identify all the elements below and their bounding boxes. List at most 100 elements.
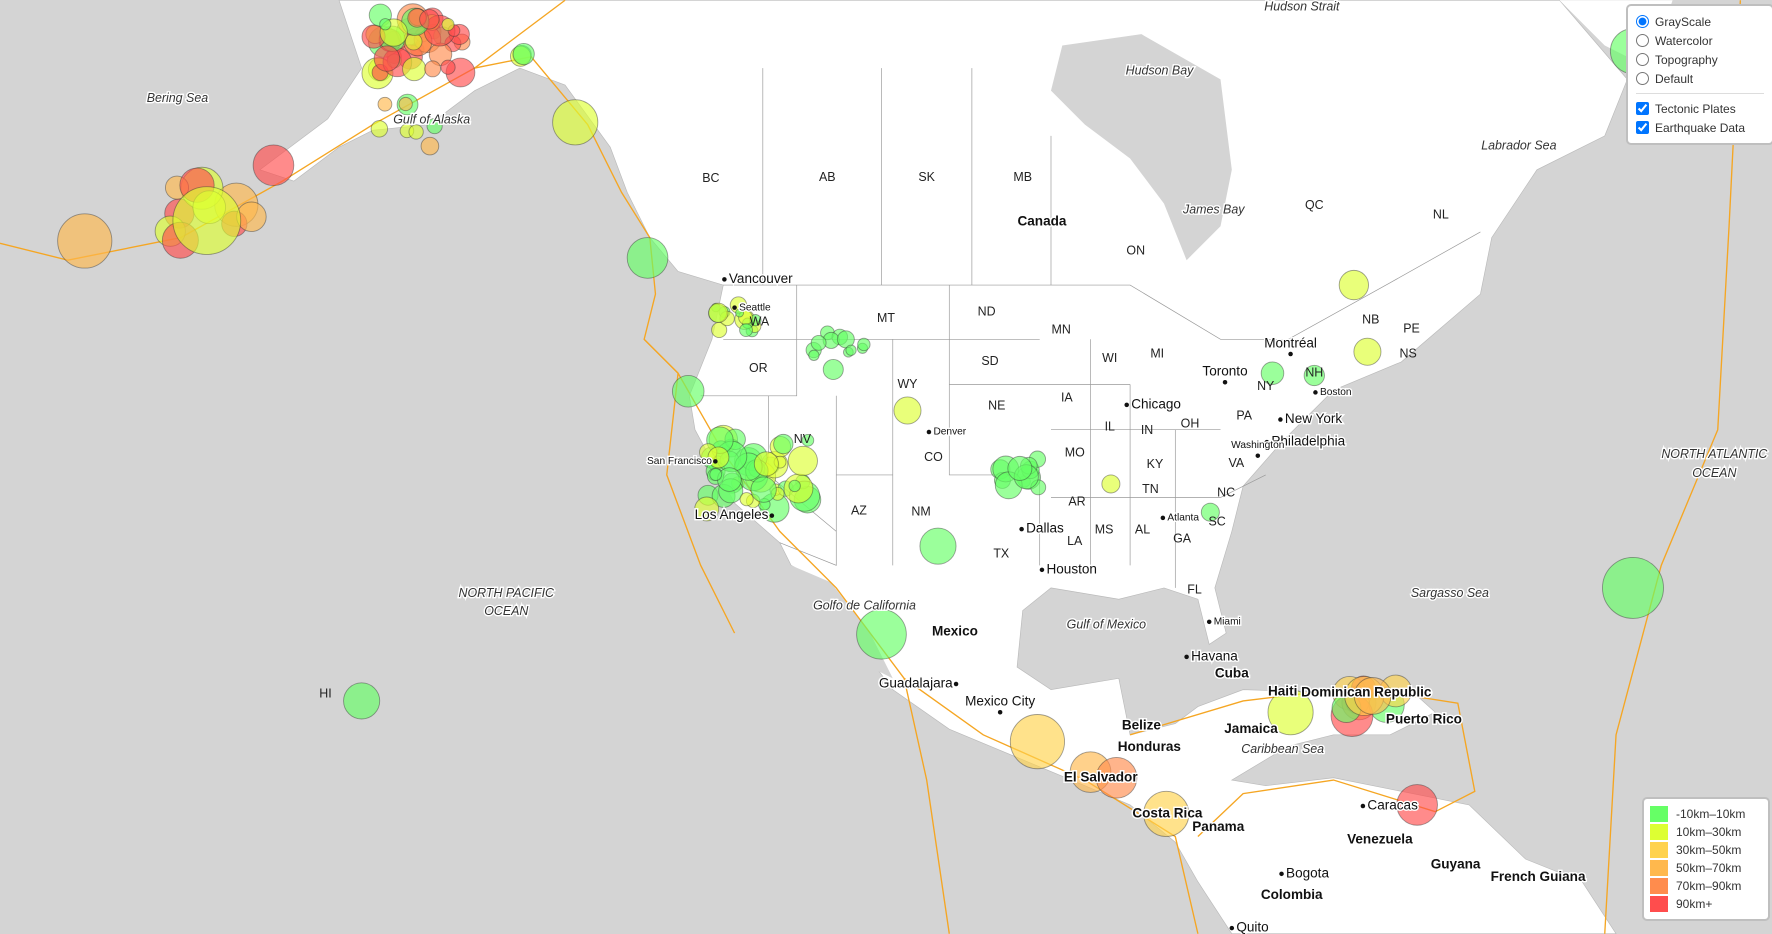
map-labels: Hudson Strait Hudson Bay Bering Sea Gulf of… <box>145 0 1770 934</box>
base-layer-label: Topography <box>1655 52 1718 67</box>
earthquake <box>739 323 753 338</box>
country-label: Panama <box>1192 819 1244 834</box>
city-dot <box>1206 619 1212 625</box>
region-label: KY <box>1147 457 1164 471</box>
checkbox[interactable] <box>1636 121 1649 134</box>
region-label: IL <box>1105 420 1115 434</box>
region-label: LA <box>1067 534 1083 548</box>
base-layer-option[interactable]: Default <box>1636 69 1764 88</box>
earthquake <box>919 527 957 565</box>
region-label: SC <box>1208 515 1225 529</box>
city-dot <box>1264 439 1270 445</box>
city-label: Mexico City <box>965 694 1035 709</box>
earthquake <box>788 479 801 493</box>
city-dot <box>732 305 737 310</box>
base-layer-option[interactable]: Watercolor <box>1636 31 1764 50</box>
region-label: NB <box>1362 312 1379 326</box>
earthquake <box>735 308 744 318</box>
earthquake <box>419 9 440 30</box>
country-label: Jamaica <box>1224 721 1278 736</box>
region-label: MN <box>1052 323 1071 337</box>
base-layer-label: Default <box>1655 71 1694 86</box>
base-layer-label: GrayScale <box>1655 14 1712 29</box>
region-label: NE <box>988 398 1005 412</box>
base-layer-option[interactable]: GrayScale <box>1636 12 1764 31</box>
water-label: Hudson Bay <box>1126 64 1194 78</box>
hudson-bay <box>1050 34 1232 261</box>
city-dot <box>1278 417 1283 422</box>
city-label: Chicago <box>1131 396 1181 411</box>
base-layer-option[interactable]: Topography <box>1636 50 1764 69</box>
city-label: Havana <box>1191 648 1238 663</box>
earthquake <box>552 99 599 146</box>
region-label: CO <box>924 450 943 464</box>
earthquake <box>856 608 907 660</box>
earthquake <box>398 96 413 112</box>
region-label: MT <box>877 311 895 325</box>
radio[interactable] <box>1636 15 1649 28</box>
water-label: NORTH ATLANTIC <box>1661 447 1768 461</box>
region-label: ND <box>978 304 996 318</box>
overlay-option[interactable]: Earthquake Data <box>1636 118 1764 137</box>
legend-swatch <box>1650 824 1668 840</box>
radio[interactable] <box>1636 53 1649 66</box>
region-label: TN <box>1142 482 1159 496</box>
earthquake-layer <box>57 3 1664 837</box>
earthquake <box>707 446 730 469</box>
legend-item: 10km–30km <box>1650 823 1762 841</box>
water-label: Bering Sea <box>147 91 209 105</box>
region-label: SD <box>981 354 998 368</box>
legend-item: 70km–90km <box>1650 877 1762 895</box>
earthquake <box>753 451 779 477</box>
earthquake <box>402 56 427 82</box>
city-dot <box>769 513 775 518</box>
earthquake <box>708 302 729 323</box>
earthquake <box>822 358 844 380</box>
water-label: Hudson Strait <box>1264 0 1340 13</box>
region-label: WY <box>897 377 918 391</box>
city-dot <box>1229 925 1235 931</box>
region-label: BC <box>702 171 719 185</box>
city-dot <box>1288 351 1293 357</box>
earthquake <box>373 45 401 72</box>
legend-swatch <box>1650 842 1668 858</box>
radio[interactable] <box>1636 72 1649 85</box>
region-label: OR <box>749 361 768 375</box>
checkbox[interactable] <box>1636 102 1649 115</box>
country-label: Venezuela <box>1347 832 1413 847</box>
city-label: Seattle <box>739 302 771 313</box>
earthquake <box>1009 714 1066 770</box>
country-label: Haiti <box>1268 683 1297 698</box>
legend-label: 90km+ <box>1676 897 1713 911</box>
overlay-option[interactable]: Tectonic Plates <box>1636 99 1764 118</box>
earthquake <box>845 344 857 356</box>
legend-label: 70km–90km <box>1676 879 1742 893</box>
city-label: Los Angeles <box>695 507 769 522</box>
city-label: San Francisco <box>647 456 712 467</box>
city-label: Houston <box>1046 561 1096 576</box>
earthquake <box>1095 756 1138 799</box>
region-label: WI <box>1102 351 1117 365</box>
earthquake <box>512 42 535 66</box>
region-label: MS <box>1095 523 1114 537</box>
city-dot <box>1160 515 1166 521</box>
earthquake <box>441 18 455 31</box>
legend: -10km–10km 10km–30km 30km–50km 50km–70km 70k… <box>1642 797 1770 921</box>
earthquake <box>1353 677 1392 715</box>
city-dot <box>926 429 932 435</box>
country-label: Colombia <box>1261 887 1323 902</box>
radio[interactable] <box>1636 34 1649 47</box>
separator <box>1636 93 1764 94</box>
country-label: Puerto Rico <box>1386 712 1462 727</box>
earthquake <box>379 18 392 31</box>
earthquake <box>408 124 424 140</box>
legend-swatch <box>1650 896 1668 912</box>
city-dot <box>1184 654 1189 660</box>
country-label: El Salvador <box>1064 769 1139 784</box>
legend-swatch <box>1650 878 1668 894</box>
region-label: FL <box>1187 582 1202 596</box>
region-label: VA <box>1229 456 1245 470</box>
city-label: Quito <box>1236 920 1268 934</box>
earthquake <box>172 186 242 255</box>
